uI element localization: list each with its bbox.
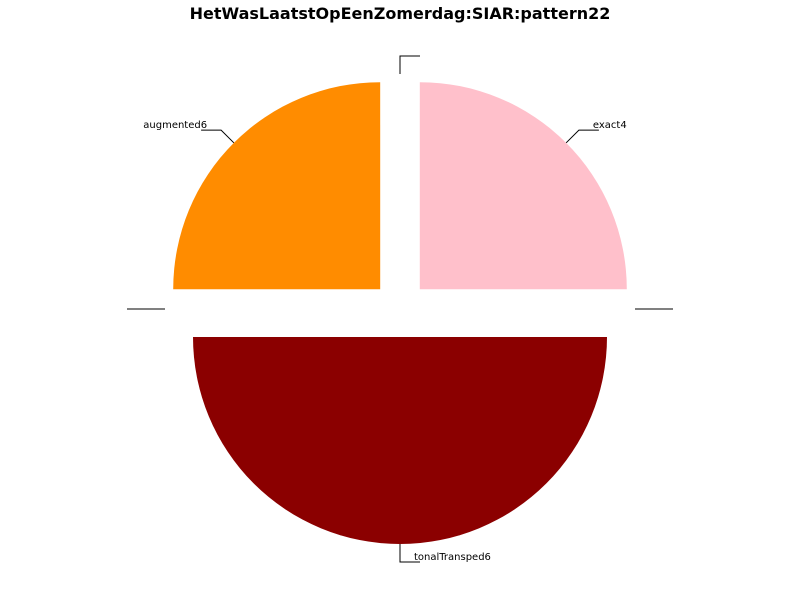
leader-line-empty-5 (399, 55, 420, 74)
pie-slice-tonalTransped6 (193, 337, 607, 544)
pie-slices (173, 82, 627, 544)
pie-labels: exact4 tonalTransped6 augmented6 (127, 55, 673, 563)
chart-title: HetWasLaatstOpEenZomerdag:SIAR:pattern22 (190, 4, 611, 23)
slice-label-exact4: exact4 (593, 120, 627, 131)
slice-label-tonalTransped6: tonalTransped6 (414, 552, 491, 563)
pie-slice-augmented6 (173, 82, 381, 290)
slice-label-augmented6: augmented6 (143, 120, 207, 131)
leader-line-exact4 (565, 129, 599, 144)
pie-slice-exact4 (419, 82, 627, 290)
leader-line-augmented6 (201, 129, 235, 144)
leader-line-tonalTransped6 (399, 544, 420, 563)
